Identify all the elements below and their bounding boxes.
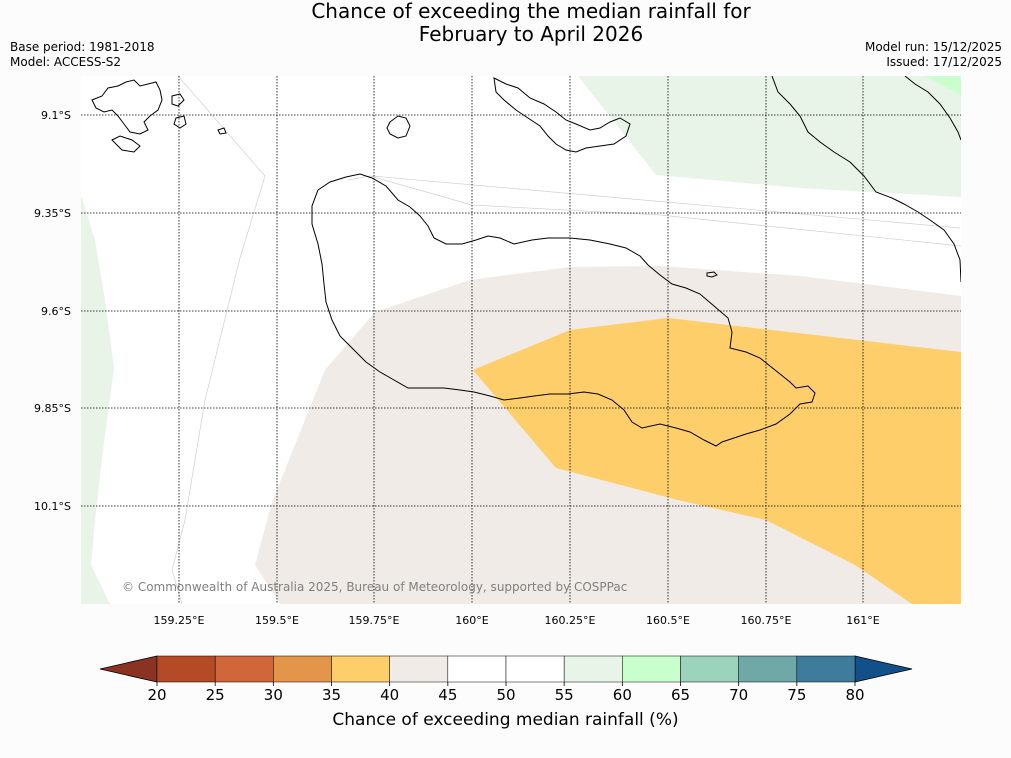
title-line-1: Chance of exceeding the median rainfall … [311, 0, 751, 23]
model-name: Model: ACCESS-S2 [10, 55, 122, 69]
island-right-coast-2 [904, 76, 961, 141]
colorbar-bin [331, 655, 390, 683]
colorbar-bin [796, 655, 856, 683]
colorbar-bin [505, 655, 565, 683]
lon-label: 161°E [846, 614, 879, 627]
colorbar-tick-label: 80 [845, 686, 864, 704]
model-run: Model run: 15/12/2025 [864, 40, 1002, 54]
title-line-2: February to April 2026 [418, 22, 644, 46]
colorbar-tick-label: 65 [671, 686, 690, 704]
base-period: Base period: 1981-2018 [10, 40, 155, 54]
colorbar-under-arrow [99, 655, 158, 683]
lon-label: 160°E [455, 614, 488, 627]
colorbar-bin [273, 655, 332, 683]
islet-left-3 [217, 127, 227, 135]
colorbar-label: Chance of exceeding median rainfall (%) [332, 710, 679, 730]
region-green-top-right [578, 76, 961, 197]
colorbar-bin [680, 655, 739, 683]
chart-title: Chance of exceeding the median rainfall … [0, 0, 1011, 46]
colorbar-tick-label: 20 [147, 686, 166, 704]
lon-label: 159.75°E [349, 614, 400, 627]
islet-left-2 [173, 115, 187, 129]
colorbar-tick-label: 75 [787, 686, 806, 704]
colorbar-tick-label: 45 [438, 686, 457, 704]
colorbar-bin [389, 655, 449, 683]
meta-left: Base period: 1981-2018 Model: ACCESS-S2 [10, 40, 155, 70]
region-orange [473, 318, 961, 604]
island-right-coast [771, 76, 961, 283]
colorbar: 20 25 30 35 40 45 50 55 60 65 70 75 80 [99, 655, 913, 704]
colorbar-over-arrow [854, 655, 913, 683]
island-main [311, 173, 816, 447]
colorbar-tick-label: 25 [206, 686, 225, 704]
longitude-labels: 159.25°E 159.5°E 159.75°E 160°E 160.25°E 160.… [154, 614, 880, 627]
lat-label: 9.6°S [41, 305, 71, 318]
islet-left-1 [171, 93, 185, 107]
region-green-left [81, 195, 114, 604]
colorbar-tick-label: 70 [729, 686, 748, 704]
colorbar-tick-label: 50 [496, 686, 515, 704]
gridlines [81, 76, 961, 604]
colorbar-bin [622, 655, 681, 683]
meta-right: Model run: 15/12/2025 Issued: 17/12/2025 [865, 40, 1002, 70]
colorbar-tick-label: 30 [264, 686, 283, 704]
lat-label: 10.1°S [34, 500, 71, 513]
colorbar-bin [156, 655, 216, 683]
lat-label: 9.35°S [34, 207, 71, 220]
colorbar-bin [563, 655, 623, 683]
lon-label: 160.5°E [646, 614, 690, 627]
coastlines [91, 76, 961, 447]
lat-label: 9.85°S [34, 402, 71, 415]
issued-date: Issued: 17/12/2025 [886, 55, 1002, 69]
lon-label: 159.5°E [255, 614, 299, 627]
colorbar-bin [214, 655, 274, 683]
colorbar-tick-label: 55 [555, 686, 574, 704]
colorbar-tick-label: 60 [613, 686, 632, 704]
colorbar-bin [447, 655, 507, 683]
lon-label: 160.25°E [545, 614, 596, 627]
lon-label: 160.75°E [741, 614, 792, 627]
region-green-corner [925, 76, 961, 95]
island-cluster-center [493, 77, 631, 153]
lat-label: 9.1°S [41, 109, 71, 122]
latitude-labels: 9.1°S 9.35°S 9.6°S 9.85°S 10.1°S [34, 109, 71, 513]
colorbar-tick-label: 35 [322, 686, 341, 704]
islet-center [706, 271, 718, 278]
colorbar-tick-label: 40 [380, 686, 399, 704]
copyright-notice: © Commonwealth of Australia 2025, Bureau… [122, 580, 627, 594]
island-small-top [386, 115, 411, 139]
lon-label: 159.25°E [154, 614, 205, 627]
colorbar-bin [738, 655, 798, 683]
islet-left-4 [111, 135, 141, 153]
island-cluster-left [91, 79, 163, 135]
